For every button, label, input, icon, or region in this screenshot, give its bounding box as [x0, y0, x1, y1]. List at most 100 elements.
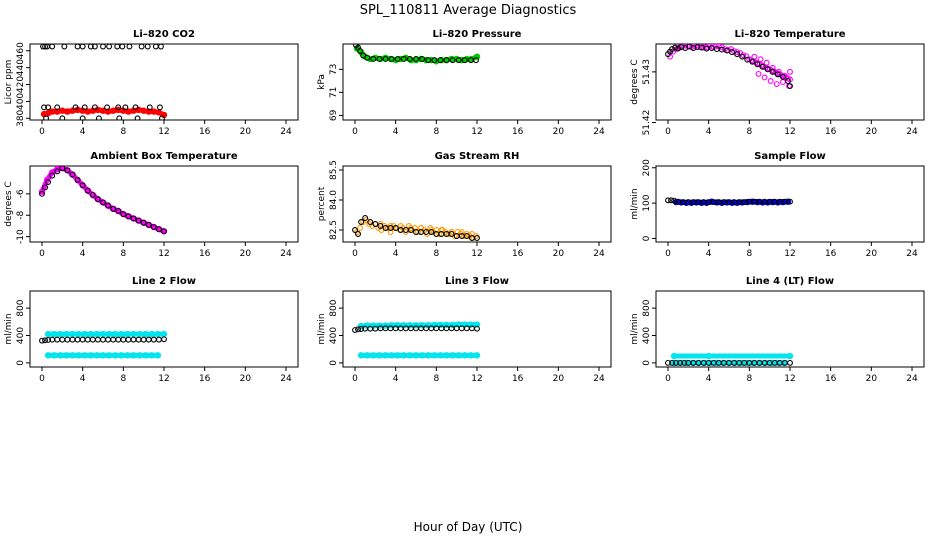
panel-8-point [449, 321, 456, 329]
panel-7-point [105, 336, 112, 343]
panel-5: Gas Stream RH 0 4 8 12 16 20 24 82.5 84.0 85.5perc… [317, 151, 612, 259]
panel-1-y-tick-label: 400 [16, 93, 26, 110]
panel-3-point [724, 47, 730, 54]
panel-1-point [138, 44, 145, 50]
panel-3-point [739, 53, 746, 60]
panel-1-y-tick-label: 460 [16, 42, 26, 59]
panel-4-point [120, 211, 127, 218]
panel-4-point [150, 224, 157, 230]
panel-7-point [81, 330, 88, 338]
panel-7-point [44, 352, 52, 359]
panel-7-point [87, 330, 95, 338]
panel-1-point [79, 115, 86, 120]
panel-2-x-tick-label: 24 [593, 127, 605, 137]
panel-8-point [473, 321, 481, 328]
panel-6-x-tick-label: 24 [906, 249, 918, 259]
panel-9-point [673, 359, 680, 366]
panel-2-point [382, 56, 389, 62]
panel-4-y-tick-label: -8 [16, 210, 26, 219]
panel-7-y-tick-label: 400 [16, 327, 26, 344]
panel-7-point [142, 352, 149, 359]
panel-7-point [69, 336, 76, 343]
panel-7-point [111, 352, 119, 359]
panel-8-point [412, 322, 420, 329]
panel-3-point [761, 74, 768, 81]
panel-2-x-tick-label: 4 [393, 127, 399, 137]
panel-3-x-tick-label: 12 [784, 127, 795, 137]
panel-4-x-tick-label: 24 [280, 249, 292, 259]
panel-1-point [91, 44, 98, 50]
panel-9-point [669, 359, 676, 366]
panel-8-point [449, 352, 456, 359]
panel-1-point [119, 44, 126, 50]
panel-7-point [115, 336, 122, 343]
panel-4-x-tick-label: 8 [120, 249, 126, 259]
panel-5-point [418, 225, 425, 231]
panel-7-x-tick-label: 24 [280, 374, 292, 384]
panel-7-y-axis-label: ml/min [4, 313, 14, 344]
panel-8-point [443, 352, 450, 359]
panel-7-title: Line 2 Flow [132, 276, 196, 287]
panel-9-point [677, 359, 684, 366]
panel-9-point [665, 359, 671, 366]
panel-9-y-tick-label: 800 [642, 299, 652, 316]
panel-8-y-tick-label: 800 [329, 299, 339, 316]
panel-4-point [115, 208, 122, 214]
panel-5-point [372, 221, 379, 227]
panel-6-x-tick-label: 20 [866, 249, 878, 259]
panel-9-point [786, 352, 794, 360]
panel-4-x-tick-label: 0 [39, 249, 45, 259]
panel-4-title: Ambient Box Temperature [90, 151, 237, 162]
panel-1-point [132, 104, 139, 111]
panel-2-point [406, 56, 413, 62]
panel-8-point [352, 327, 358, 333]
panel-2-x-tick-label: 20 [553, 127, 565, 137]
panel-7-point [75, 352, 82, 359]
panel-1-point [54, 104, 61, 111]
panel-8-point [357, 352, 365, 359]
panel-7-point [99, 330, 107, 338]
panel-1-x-tick-label: 4 [80, 127, 86, 137]
panel-9-points [665, 352, 794, 367]
panel-9-point [744, 359, 751, 367]
panel-7-point [89, 336, 96, 343]
panel-4-point [45, 179, 52, 186]
panel-5-y-tick-label: 85.5 [329, 160, 339, 180]
panel-4-point [100, 199, 106, 206]
panel-1-point [49, 44, 56, 50]
panel-1-x-tick-label: 20 [240, 127, 252, 137]
panel-4-point [145, 221, 152, 228]
panel-8-point [376, 352, 383, 359]
panel-1-point [91, 104, 98, 111]
panel-3-point [787, 68, 793, 75]
panel-9-x-tick-label: 24 [906, 374, 918, 384]
panel-1-y-tick-label: 440 [16, 59, 26, 76]
panel-1-point [74, 44, 81, 50]
panel-5-point [448, 231, 455, 237]
panel-4-point [64, 167, 71, 174]
panel-1-y-tick-label: 380 [16, 109, 26, 126]
panel-6-point [787, 198, 793, 205]
panel-2-point [357, 47, 364, 54]
panel-9-point [670, 352, 678, 360]
panel-5-point [362, 215, 369, 221]
panel-7-point [75, 330, 82, 338]
panel-7-point [93, 352, 101, 359]
panel-7-point [142, 330, 149, 338]
panel-7-point [125, 336, 132, 343]
panel-7-point [87, 352, 95, 359]
panel-2-point [473, 57, 479, 64]
panel-7-point [44, 330, 52, 338]
panel-6-x-tick-label: 0 [665, 249, 671, 259]
panel-3-point [669, 46, 676, 53]
panel-2-point [394, 56, 401, 62]
panel-8-point [437, 321, 444, 329]
panel-1-point [95, 115, 102, 120]
panel-8-x-tick-label: 12 [471, 374, 482, 384]
panel-7-point [111, 330, 119, 338]
panel-8-point [388, 352, 395, 359]
panel-8-point [394, 352, 401, 359]
panel-3-point [697, 44, 704, 50]
panel-1-point [158, 44, 164, 50]
